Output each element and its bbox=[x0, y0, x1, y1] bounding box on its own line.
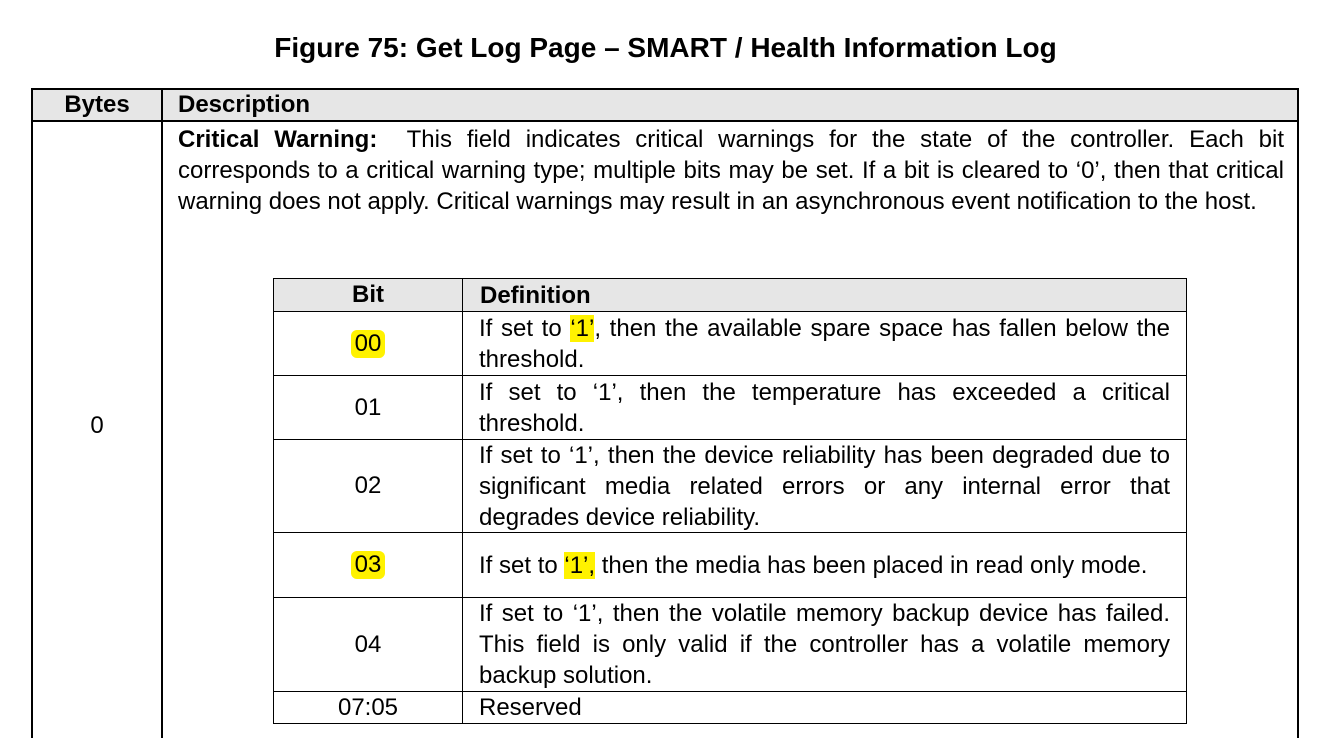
field-name: Critical Warning: bbox=[178, 126, 378, 153]
figure-title: Figure 75: Get Log Page – SMART / Health… bbox=[274, 32, 1057, 63]
definition-text: If set to ‘1’, then the volatile memory … bbox=[479, 600, 1170, 689]
bit-value: 04 bbox=[354, 630, 382, 658]
definition-text: If set to ‘1’, then the temperature has … bbox=[479, 378, 1170, 437]
table-row: 01 If set to ‘1’, then the temperature h… bbox=[274, 375, 1186, 439]
definition-cell: If set to ‘1’, then the device reliabili… bbox=[463, 440, 1186, 532]
highlighted-text: ‘1’, bbox=[564, 551, 596, 579]
definition-cell: If set to ‘1’, then the available spare … bbox=[463, 312, 1186, 375]
table-row: 07:05 Reserved bbox=[274, 691, 1186, 723]
bit-value: 00 bbox=[350, 329, 386, 358]
smart-log-table: Bytes Description 0 Critical Warning: Th… bbox=[31, 88, 1299, 738]
table-header-row: Bytes Description bbox=[33, 90, 1297, 122]
header-description: Description bbox=[178, 91, 311, 118]
bit-cell: 02 bbox=[274, 440, 463, 532]
bit-value: 07:05 bbox=[337, 693, 399, 721]
bit-value: 01 bbox=[354, 393, 382, 421]
column-divider bbox=[161, 90, 163, 738]
bit-value: 02 bbox=[354, 472, 382, 499]
header-bytes: Bytes bbox=[64, 91, 130, 118]
bit-definition-table: Bit Definition 00 If set to ‘1’, then th… bbox=[273, 278, 1187, 724]
highlighted-text: ‘1’ bbox=[570, 314, 595, 342]
definition-text: If set to bbox=[479, 551, 565, 579]
header-bit: Bit bbox=[274, 279, 463, 311]
definition-cell: Reserved bbox=[463, 692, 1186, 723]
header-definition: Definition bbox=[480, 281, 591, 309]
table-row: 02 If set to ‘1’, then the device reliab… bbox=[274, 439, 1186, 532]
definition-text: Reserved bbox=[479, 694, 582, 721]
bytes-cell: 0 bbox=[90, 412, 104, 439]
bit-value: 03 bbox=[350, 551, 386, 579]
bit-cell: 04 bbox=[274, 598, 463, 691]
table-row: 04 If set to ‘1’, then the volatile memo… bbox=[274, 597, 1186, 691]
bit-cell: 01 bbox=[274, 376, 463, 439]
bit-table-header: Bit Definition bbox=[274, 279, 1186, 311]
bit-cell: 03 bbox=[274, 533, 463, 597]
definition-text: If set to bbox=[479, 314, 571, 342]
definition-text-rest: then the media has been placed in read o… bbox=[595, 551, 1148, 579]
description-cell: Critical Warning: This field indicates c… bbox=[178, 124, 1284, 217]
definition-cell: If set to ‘1’, then the volatile memory … bbox=[463, 598, 1186, 691]
definition-cell: If set to ‘1’, then the temperature has … bbox=[463, 376, 1186, 439]
definition-text: If set to ‘1’, then the device reliabili… bbox=[479, 441, 1170, 531]
bit-cell: 00 bbox=[274, 312, 463, 375]
definition-text-rest: , then the available spare space has fal… bbox=[479, 314, 1170, 373]
table-row: 00 If set to ‘1’, then the available spa… bbox=[274, 311, 1186, 375]
definition-cell: If set to ‘1’, then the media has been p… bbox=[463, 533, 1186, 597]
field-text: This field indicates critical warnings f… bbox=[178, 126, 1285, 215]
table-row: 03 If set to ‘1’, then the media has bee… bbox=[274, 532, 1186, 597]
bit-cell: 07:05 bbox=[274, 692, 463, 723]
